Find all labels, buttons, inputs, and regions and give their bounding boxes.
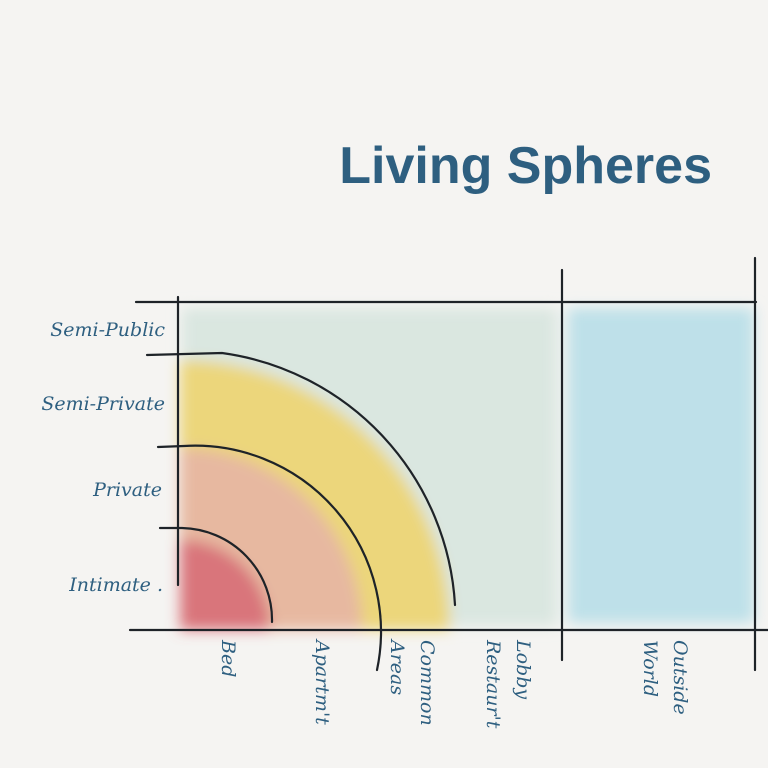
- title: Living Spheres: [339, 137, 712, 195]
- x-label: Outside: [669, 640, 691, 715]
- watercolor: [180, 308, 754, 630]
- x-label: Lobby: [512, 639, 534, 699]
- arc-private: [156, 444, 383, 672]
- x-labels: Bed Apartm't Common Areas Lobby Restaur't Outs…: [217, 638, 691, 729]
- x-label: Areas: [386, 638, 408, 695]
- x-label: Restaur't: [482, 639, 504, 729]
- wash-intimate: [180, 540, 270, 630]
- wash-private: [180, 448, 362, 630]
- x-label: Common: [416, 640, 438, 726]
- arc-semi-private: [145, 351, 457, 607]
- x-label: Apartm't: [311, 638, 333, 725]
- y-labels: Semi-Public Semi-Private Private Intimate .: [41, 319, 165, 596]
- y-label: Private: [92, 479, 162, 501]
- ink-lines: [128, 256, 768, 672]
- y-label: Semi-Private: [41, 393, 165, 415]
- wash-outside: [568, 308, 754, 623]
- y-label: Semi-Public: [50, 319, 165, 341]
- arc-intimate: [158, 526, 274, 624]
- y-label: Intimate .: [68, 574, 163, 596]
- x-label: World: [639, 640, 661, 697]
- wash-semi-private: [180, 360, 450, 630]
- x-label: Bed: [217, 639, 239, 677]
